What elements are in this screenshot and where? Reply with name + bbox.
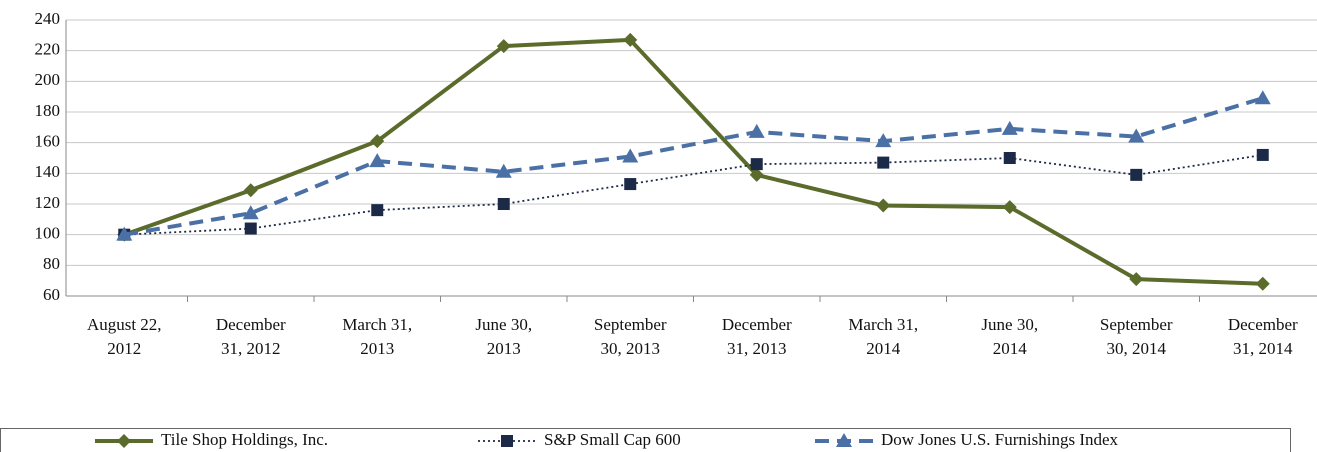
x-tick-line: December — [1228, 315, 1298, 334]
point — [244, 222, 257, 235]
x-tick-line: December — [722, 315, 792, 334]
x-tick-line: 31, 2014 — [1233, 339, 1293, 358]
x-tick-line: March 31, — [848, 315, 918, 334]
y-tick-label: 240 — [35, 9, 61, 28]
point — [1129, 272, 1144, 287]
y-tick-label: 140 — [35, 162, 61, 181]
x-tick-label: August 22, 2012 — [87, 315, 162, 358]
point — [749, 167, 764, 182]
point — [1254, 90, 1271, 105]
point — [1001, 120, 1018, 135]
legend-label: S&P Small Cap 600 — [544, 430, 681, 449]
legend-marker — [836, 433, 852, 447]
point — [243, 183, 258, 198]
x-tick-line: 2013 — [360, 339, 394, 358]
x-tick-label: March 31, 2014 — [848, 315, 918, 358]
point — [622, 148, 639, 163]
point — [1128, 128, 1145, 143]
y-tick-label: 60 — [43, 285, 60, 304]
point — [877, 156, 890, 169]
y-tick-label: 180 — [35, 101, 61, 120]
x-tick-line: August 22, — [87, 315, 162, 334]
x-tick-line: 31, 2012 — [221, 339, 281, 358]
point — [624, 178, 637, 191]
x-tick-label: December 31, 2014 — [1228, 315, 1298, 358]
x-tick-line: 30, 2014 — [1107, 339, 1167, 358]
y-tick-label: 120 — [35, 193, 61, 212]
point — [750, 158, 763, 171]
point — [1130, 168, 1143, 181]
point — [748, 123, 765, 138]
x-tick-line: September — [1100, 315, 1173, 334]
x-tick-line: 31, 2013 — [727, 339, 787, 358]
x-tick-line: 2013 — [487, 339, 521, 358]
x-tick-label: September 30, 2014 — [1100, 315, 1173, 358]
x-tick-label: June 30, 2013 — [475, 315, 532, 358]
y-tick-label: 200 — [35, 70, 61, 89]
point — [1255, 276, 1270, 291]
point — [1002, 200, 1017, 215]
point — [497, 198, 510, 210]
point — [1256, 148, 1269, 161]
y-tick-label: 220 — [35, 40, 61, 59]
x-tick-line: December — [216, 315, 286, 334]
legend-marker — [501, 435, 513, 447]
x-tick-line: 2012 — [107, 339, 141, 358]
point — [875, 133, 892, 148]
x-tick-label: September 30, 2013 — [594, 315, 667, 358]
point — [495, 163, 512, 178]
point — [623, 32, 638, 47]
series-line — [123, 96, 1264, 237]
legend-label: Dow Jones U.S. Furnishings Index — [881, 430, 1119, 449]
x-tick-line: 30, 2013 — [601, 339, 661, 358]
point — [369, 153, 386, 168]
legend-box — [0, 428, 1291, 452]
x-tick-line: March 31, — [342, 315, 412, 334]
legend-label: Tile Shop Holdings, Inc. — [161, 430, 328, 449]
x-tick-label: June 30, 2014 — [981, 315, 1038, 358]
point — [496, 39, 511, 54]
point — [242, 205, 259, 220]
point — [370, 134, 385, 149]
x-tick-line: 2014 — [866, 339, 901, 358]
x-tick-label: March 31, 2013 — [342, 315, 412, 358]
x-tick-line: June 30, — [475, 315, 532, 334]
legend-marker — [117, 434, 131, 448]
series-line — [123, 37, 1263, 286]
y-tick-label: 80 — [43, 254, 60, 273]
x-tick-label: December 31, 2013 — [722, 315, 792, 358]
x-tick-line: June 30, — [981, 315, 1038, 334]
point — [116, 226, 133, 241]
y-tick-label: 100 — [35, 224, 61, 243]
x-tick-line: September — [594, 315, 667, 334]
x-tick-line: 2014 — [993, 339, 1028, 358]
point — [876, 198, 891, 213]
point — [371, 204, 384, 217]
series-line — [124, 154, 1263, 236]
point — [1003, 152, 1016, 164]
x-tick-label: December 31, 2012 — [216, 315, 286, 358]
y-tick-label: 160 — [35, 132, 61, 151]
